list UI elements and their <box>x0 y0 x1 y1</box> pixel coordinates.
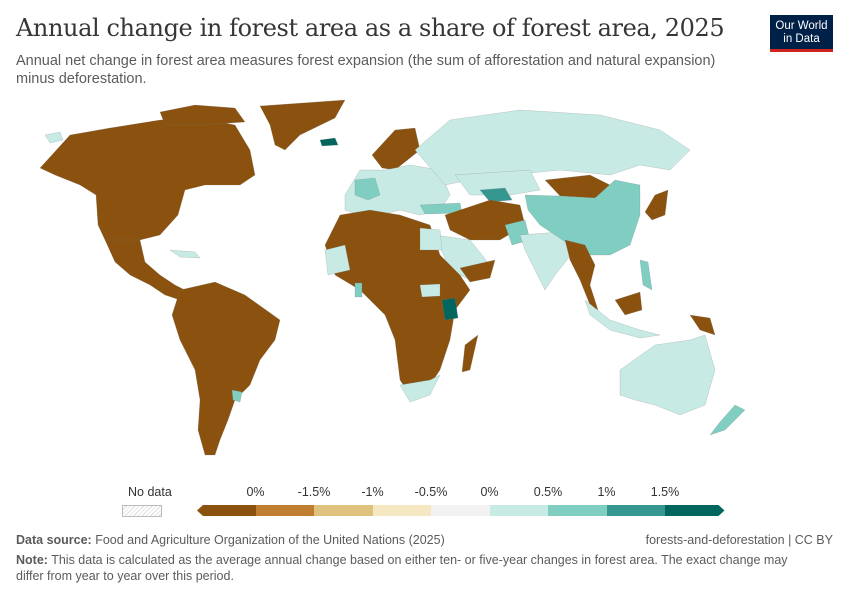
legend-tick-label: -1.5% <box>297 485 331 499</box>
country-shape[interactable] <box>104 239 186 301</box>
country-shape[interactable] <box>459 259 496 283</box>
country-shape[interactable] <box>639 259 653 291</box>
world-map[interactable] <box>0 95 850 480</box>
country-shape[interactable] <box>414 109 691 186</box>
country-shape[interactable] <box>399 374 441 403</box>
country-shape[interactable] <box>454 169 541 196</box>
data-source: Data source: Food and Agriculture Organi… <box>16 533 445 547</box>
country-shape[interactable] <box>324 244 351 276</box>
topic-license[interactable]: forests-and-deforestation | CC BY <box>645 533 833 547</box>
legend-tick-label: -1% <box>361 485 384 499</box>
owid-logo[interactable]: Our World in Data <box>770 15 833 52</box>
legend-tick-label: -0.5% <box>414 485 448 499</box>
legend-tick-label: 0% <box>246 485 265 499</box>
country-shape[interactable] <box>479 187 513 203</box>
country-shape[interactable] <box>584 299 661 339</box>
country-shape[interactable] <box>171 281 281 456</box>
country-shape[interactable] <box>524 179 641 256</box>
country-shape[interactable] <box>419 227 443 251</box>
country-shape[interactable] <box>461 334 479 373</box>
country-shape[interactable] <box>169 249 201 259</box>
country-shape[interactable] <box>39 117 256 251</box>
chart-title: Annual change in forest area as a share … <box>16 14 725 42</box>
legend-tick-label: 0% <box>480 485 499 499</box>
country-shape[interactable] <box>319 137 339 147</box>
legend-bin[interactable] <box>489 505 549 516</box>
country-shape[interactable] <box>419 283 441 298</box>
country-shape[interactable] <box>614 291 643 316</box>
country-shape[interactable] <box>44 131 64 144</box>
footnote: Note: This data is calculated as the ave… <box>16 553 816 584</box>
legend-tick-label: 1.5% <box>650 485 680 499</box>
country-shape[interactable] <box>354 177 381 201</box>
legend-tick-label: 0.5% <box>533 485 563 499</box>
legend-tick-label: 1% <box>597 485 616 499</box>
legend-bin[interactable] <box>431 505 491 516</box>
country-shape[interactable] <box>689 314 716 336</box>
country-shape[interactable] <box>324 209 471 396</box>
legend-bin[interactable] <box>548 505 608 516</box>
country-shape[interactable] <box>644 189 669 221</box>
color-legend: No data 0% -1.5% -1% -0.5% 0% 0.5% 1% 1.5% <box>0 480 850 520</box>
country-shape[interactable] <box>231 389 243 403</box>
legend-bin[interactable] <box>197 505 257 516</box>
logo-line-1: Our World <box>775 20 828 32</box>
legend-bin[interactable] <box>606 505 666 516</box>
country-shape[interactable] <box>259 99 346 151</box>
country-shape[interactable] <box>619 334 716 416</box>
country-shape[interactable] <box>564 239 599 311</box>
country-shape[interactable] <box>354 282 363 298</box>
legend-bin[interactable] <box>314 505 374 516</box>
note-text: This data is calculated as the average a… <box>16 553 788 583</box>
country-shape[interactable] <box>371 127 421 171</box>
legend-bin[interactable] <box>372 505 432 516</box>
country-shape[interactable] <box>159 104 246 126</box>
country-shape[interactable] <box>709 404 746 436</box>
legend-bin[interactable] <box>665 505 725 516</box>
legend-bin[interactable] <box>255 505 315 516</box>
logo-line-2: in Data <box>783 32 820 45</box>
source-text[interactable]: Food and Agriculture Organization of the… <box>95 533 445 547</box>
no-data-swatch[interactable] <box>122 505 162 517</box>
note-label: Note: <box>16 553 48 567</box>
source-label: Data source: <box>16 533 92 547</box>
chart-subtitle: Annual net change in forest area measure… <box>16 53 716 87</box>
no-data-label: No data <box>128 485 172 499</box>
country-shape[interactable] <box>441 297 459 321</box>
